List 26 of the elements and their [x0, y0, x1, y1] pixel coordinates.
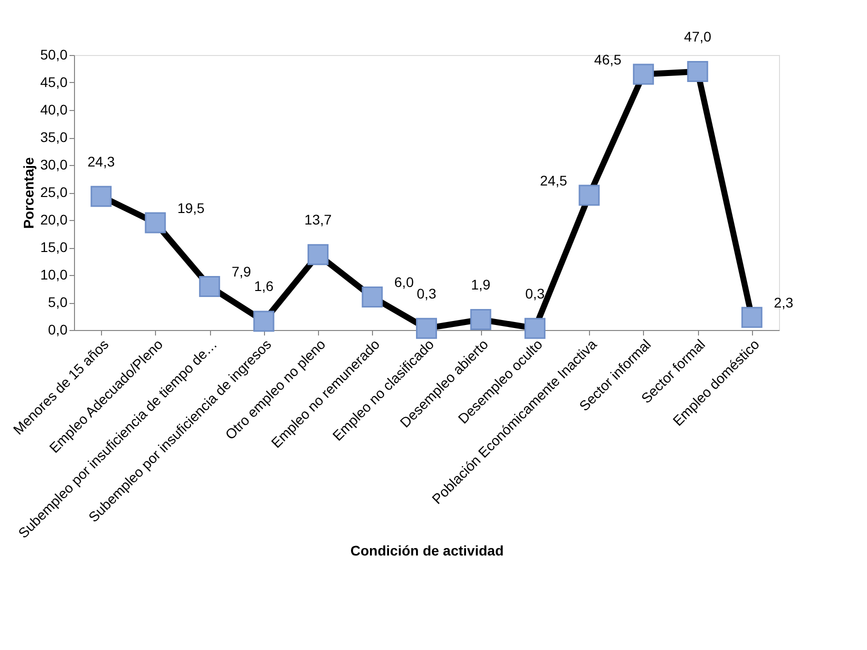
y-tick-label: 0,0 [48, 322, 68, 338]
data-label: 0,3 [525, 285, 545, 302]
data-label: 1,9 [470, 276, 491, 293]
y-tick-label: 5,0 [48, 294, 68, 310]
y-tick-label: 30,0 [40, 156, 68, 172]
y-tick-label: 50,0 [40, 46, 68, 62]
y-tick-label: 10,0 [40, 266, 68, 282]
data-label: 2,3 [774, 294, 794, 310]
data-label: 6,0 [394, 274, 414, 290]
y-tick-label: 45,0 [40, 74, 68, 90]
y-axis-title: Porcentaje [20, 156, 36, 229]
y-tick-label: 35,0 [40, 129, 68, 145]
y-tick-label: 15,0 [40, 239, 68, 255]
data-label: 0,3 [416, 285, 436, 302]
data-label: 1,6 [254, 278, 274, 294]
x-axis-title: Condición de actividad [350, 542, 504, 558]
data-label: 13,7 [304, 212, 332, 228]
data-label: 7,9 [232, 264, 252, 280]
y-tick-label: 40,0 [40, 102, 68, 118]
data-label: 24,3 [87, 153, 115, 170]
data-label: 24,5 [540, 172, 568, 188]
data-label: 47,0 [684, 28, 712, 44]
data-label: 19,5 [177, 200, 205, 216]
data-label: 46,5 [594, 51, 622, 68]
y-tick-label: 20,0 [40, 212, 68, 228]
y-tick-label: 25,0 [40, 184, 68, 200]
